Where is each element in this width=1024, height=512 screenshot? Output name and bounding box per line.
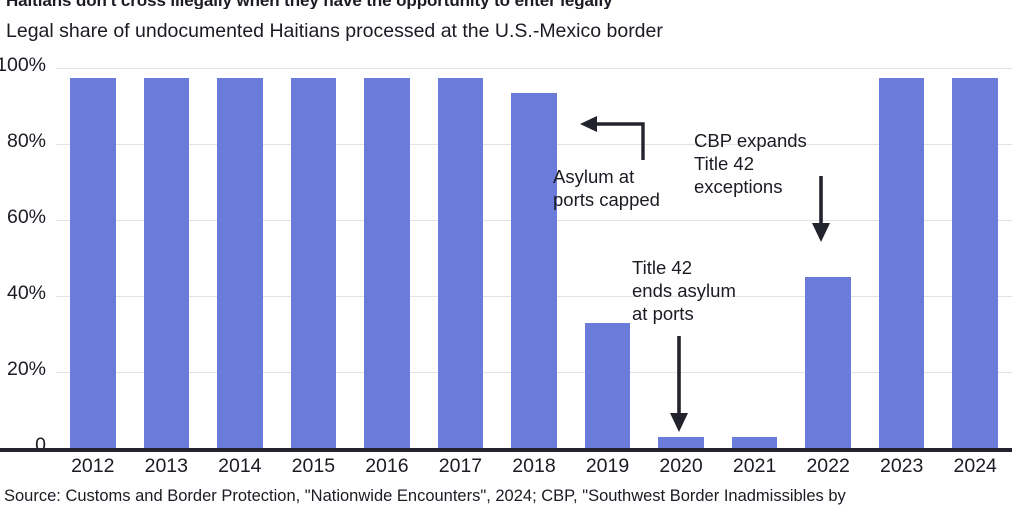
y-axis-tick-label: 80% — [6, 130, 46, 152]
x-axis-tick-label-2024: 2024 — [953, 455, 997, 477]
gridline — [56, 68, 1012, 69]
annotation-line: Asylum at — [553, 166, 635, 187]
x-axis-tick-label-2020: 2020 — [659, 455, 703, 477]
annotation-line: ports capped — [553, 189, 660, 210]
bar-2017 — [437, 77, 484, 448]
arrow-to-2020-icon — [670, 336, 688, 432]
x-axis-tick-label-2014: 2014 — [218, 455, 262, 477]
x-axis-tick-label-2021: 2021 — [732, 455, 777, 477]
bar-2020 — [658, 436, 704, 448]
y-axis-tick-label: 100% — [0, 54, 46, 76]
x-axis-line — [0, 448, 1012, 452]
annotation-line: Title 42 — [694, 153, 754, 174]
plot-area: 0 20% 40% 60% 80% 100% — [0, 54, 1012, 456]
annotation-title42-ends-asylum: Title 42 ends asylum at ports — [632, 256, 736, 325]
annotation-line: exceptions — [694, 176, 783, 197]
annotation-cbp-expands-title42: CBP expands Title 42 exceptions — [694, 129, 807, 198]
x-axis-tick-label-2017: 2017 — [438, 455, 483, 477]
x-axis-tick-label-2018: 2018 — [512, 455, 556, 477]
annotation-line: ends asylum — [632, 280, 736, 301]
y-axis-tick-label: 0 — [35, 434, 46, 456]
y-axis-tick-label: 20% — [6, 358, 46, 380]
x-axis-tick-label-2012: 2012 — [71, 455, 115, 477]
chart-subtitle: Legal share of undocumented Haitians pro… — [6, 20, 663, 42]
annotation-line: Title 42 — [632, 257, 692, 278]
arrow-to-2022-icon — [812, 176, 830, 242]
bar-2021 — [731, 436, 778, 448]
bar-2023 — [878, 77, 925, 448]
x-axis-tick-label-2015: 2015 — [291, 455, 336, 477]
x-axis-tick-label-2016: 2016 — [365, 455, 409, 477]
source-note: Source: Customs and Border Protection, "… — [4, 487, 846, 505]
bar-2012 — [69, 77, 116, 448]
annotation-asylum-ports-capped: Asylum at ports capped — [553, 165, 660, 211]
bar-2014 — [217, 77, 263, 448]
bar-2022 — [805, 277, 851, 448]
bar-2024 — [952, 77, 999, 448]
x-axis-tick-label-2022: 2022 — [806, 455, 850, 477]
annotation-line: at ports — [632, 303, 694, 324]
x-axis-tick-label-2023: 2023 — [879, 455, 924, 477]
bar-2015 — [290, 77, 337, 448]
bar-2013 — [143, 77, 190, 448]
y-axis-tick-label: 40% — [6, 282, 46, 304]
annotation-line: CBP expands — [694, 130, 807, 151]
bar-2019 — [584, 322, 631, 448]
x-axis-tick-label-2013: 2013 — [144, 455, 188, 477]
bar-2016 — [364, 77, 410, 448]
chart-headline: Haitians don't cross illegally when they… — [6, 0, 1016, 9]
y-axis-tick-label: 60% — [6, 206, 46, 228]
x-axis-tick-label-2019: 2019 — [585, 455, 630, 477]
bar-2018 — [511, 92, 557, 448]
arrow-to-2018-icon — [580, 116, 645, 160]
